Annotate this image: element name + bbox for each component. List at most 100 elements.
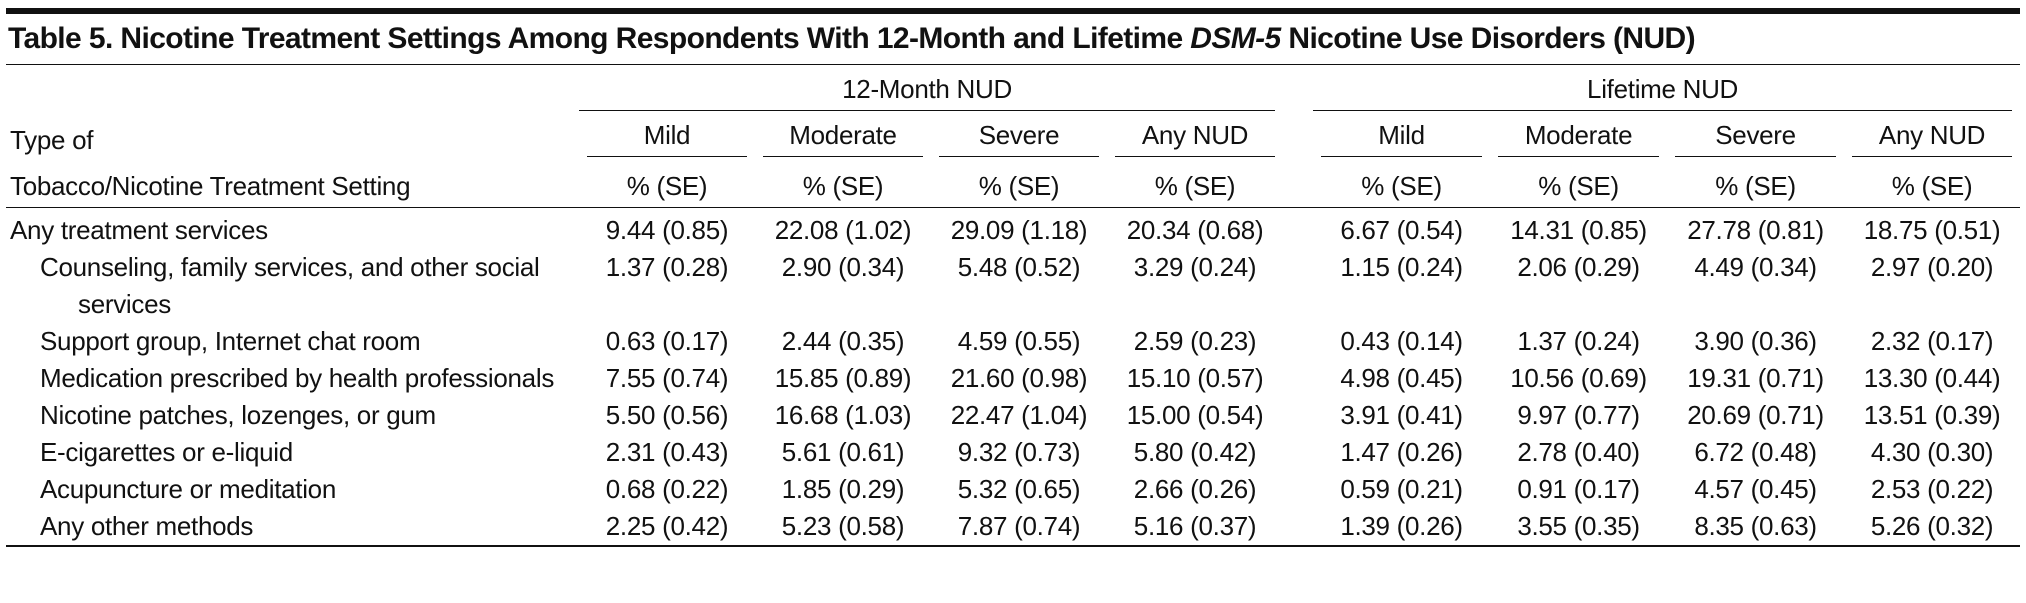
unit-header: % (SE) xyxy=(1667,157,1845,208)
unit-header: % (SE) xyxy=(579,157,755,208)
cell-value: 15.85 (0.89) xyxy=(774,363,912,393)
column-header: Severe xyxy=(1667,111,1844,157)
row-label-header: Type of xyxy=(10,125,94,155)
spacer xyxy=(1283,397,1313,434)
column-label: Any NUD xyxy=(1115,118,1276,157)
cell-value: 20.69 (0.71) xyxy=(1687,400,1824,430)
cell-value: 22.08 (1.02) xyxy=(774,215,912,245)
cell-value: 7.55 (0.74) xyxy=(605,363,729,393)
header-row: 12-Month NUD Lifetime NUD xyxy=(6,65,2020,111)
column-header: Moderate xyxy=(755,111,931,157)
cell-value: 18.75 (0.51) xyxy=(1863,215,2001,245)
cell-value: 3.29 (0.24) xyxy=(1133,252,1257,282)
cell-value: 2.59 (0.23) xyxy=(1133,326,1257,356)
unit-header: % (SE) xyxy=(931,157,1107,208)
unit-header: % (SE) xyxy=(755,157,931,208)
cell-value: 2.32 (0.17) xyxy=(1870,326,1994,356)
row-label: Acupuncture or meditation xyxy=(40,474,337,504)
cell-value: 19.31 (0.71) xyxy=(1687,363,1824,393)
cell-value: 5.80 (0.42) xyxy=(1133,437,1257,467)
column-header: Severe xyxy=(931,111,1107,157)
column-header: Any NUD xyxy=(1107,111,1283,157)
cell-value: 1.15 (0.24) xyxy=(1340,252,1463,282)
cell-value: 13.51 (0.39) xyxy=(1863,400,2001,430)
column-header: Moderate xyxy=(1490,111,1667,157)
cell-value: 16.68 (1.03) xyxy=(774,400,912,430)
column-label: Any NUD xyxy=(1852,118,2013,157)
cell-value: 5.16 (0.37) xyxy=(1133,511,1257,541)
table-row: Any treatment services 9.44 (0.85) 22.08 (… xyxy=(6,208,2020,250)
cell-value: 9.32 (0.73) xyxy=(957,437,1081,467)
spacer xyxy=(1283,471,1313,508)
cell-value: 5.50 (0.56) xyxy=(605,400,729,430)
cell-value: 29.09 (1.18) xyxy=(950,215,1088,245)
row-label: Medication prescribed by health professi… xyxy=(40,363,555,393)
cell-value: 1.37 (0.24) xyxy=(1517,326,1640,356)
cell-value: 2.25 (0.42) xyxy=(605,511,729,541)
table-row: Nicotine patches, lozenges, or gum 5.50 (… xyxy=(6,397,2020,434)
cell-value: 7.87 (0.74) xyxy=(957,511,1081,541)
cell-value: 1.39 (0.26) xyxy=(1340,511,1463,541)
cell-value: 0.68 (0.22) xyxy=(605,474,729,504)
cell-value: 2.53 (0.22) xyxy=(1870,474,1994,504)
table-row: E-cigarettes or e-liquid 2.31 (0.43) 5.61 … xyxy=(6,434,2020,471)
cell-value: 6.72 (0.48) xyxy=(1694,437,1817,467)
spacer xyxy=(1283,360,1313,397)
cell-value: 8.35 (0.63) xyxy=(1694,511,1817,541)
cell-value: 6.67 (0.54) xyxy=(1340,215,1463,245)
spacer xyxy=(1283,434,1313,471)
unit-header: % (SE) xyxy=(1107,157,1284,208)
table-title: Table 5. Nicotine Treatment Settings Amo… xyxy=(6,8,2020,65)
group-label: 12-Month NUD xyxy=(579,72,1276,111)
cell-value: 2.31 (0.43) xyxy=(605,437,729,467)
cell-value: 14.31 (0.85) xyxy=(1510,215,1647,245)
cell-value: 13.30 (0.44) xyxy=(1863,363,2001,393)
group-label: Lifetime NUD xyxy=(1313,72,2013,111)
cell-value: 22.47 (1.04) xyxy=(950,400,1088,430)
spacer xyxy=(1283,65,1313,111)
cell-value: 0.59 (0.21) xyxy=(1340,474,1463,504)
column-label: Moderate xyxy=(1498,118,1660,157)
column-label: Moderate xyxy=(763,118,923,157)
table-row: Counseling, family services, and other s… xyxy=(6,249,2020,323)
empty-cell xyxy=(6,65,579,111)
column-label: Severe xyxy=(1675,118,1837,157)
spacer xyxy=(1283,157,1314,208)
cell-value: 2.90 (0.34) xyxy=(781,252,905,282)
cell-value: 4.57 (0.45) xyxy=(1694,474,1817,504)
cell-value: 3.91 (0.41) xyxy=(1340,400,1463,430)
table-container: Table 5. Nicotine Treatment Settings Amo… xyxy=(6,8,2021,547)
table-row: Acupuncture or meditation 0.68 (0.22) 1.85… xyxy=(6,471,2020,508)
cell-value: 0.63 (0.17) xyxy=(605,326,729,356)
cell-value: 27.78 (0.81) xyxy=(1687,215,1824,245)
column-label: Mild xyxy=(587,118,747,157)
cell-value: 5.61 (0.61) xyxy=(781,437,905,467)
cell-value: 2.97 (0.20) xyxy=(1870,252,1994,282)
title-text: Nicotine Use Disorders (NUD) xyxy=(1280,22,1695,55)
cell-value: 2.66 (0.26) xyxy=(1133,474,1257,504)
row-label: Any treatment services xyxy=(10,215,268,245)
cell-value: 9.44 (0.85) xyxy=(605,215,729,245)
unit-header: % (SE) xyxy=(1490,157,1668,208)
spacer xyxy=(1283,508,1313,546)
cell-value: 4.98 (0.45) xyxy=(1340,363,1463,393)
unit-header: % (SE) xyxy=(1844,157,2021,208)
row-label: Counseling, family services, and other s… xyxy=(40,252,540,319)
cell-value: 0.43 (0.14) xyxy=(1340,326,1463,356)
cell-value: 1.37 (0.28) xyxy=(605,252,729,282)
title-text: Table 5. Nicotine Treatment Settings Amo… xyxy=(8,22,1191,55)
cell-value: 4.59 (0.55) xyxy=(957,326,1081,356)
header-row: Type of Mild Moderate Severe Any NUD Mild Mode… xyxy=(6,111,2020,157)
cell-value: 2.44 (0.35) xyxy=(781,326,905,356)
data-table: 12-Month NUD Lifetime NUD Type of Mild Moder… xyxy=(6,65,2021,547)
cell-value: 1.47 (0.26) xyxy=(1340,437,1463,467)
row-label: Support group, Internet chat room xyxy=(40,326,421,356)
cell-value: 5.32 (0.65) xyxy=(957,474,1081,504)
group-header: Lifetime NUD xyxy=(1313,65,2020,111)
cell-value: 5.48 (0.52) xyxy=(957,252,1081,282)
spacer xyxy=(1283,111,1313,157)
column-header: Any NUD xyxy=(1844,111,2020,157)
cell-value: 5.23 (0.58) xyxy=(781,511,905,541)
table-row: Support group, Internet chat room 0.63 (0… xyxy=(6,323,2020,360)
